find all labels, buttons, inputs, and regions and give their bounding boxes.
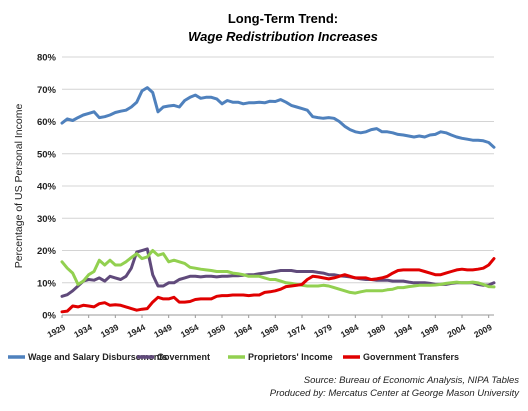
chart-subtitle: Wage Redistribution Increases — [188, 29, 378, 44]
legend-label: Government Transfers — [363, 352, 459, 362]
x-tick-label: 1954 — [179, 322, 201, 340]
x-tick-label: 1964 — [232, 322, 254, 340]
y-tick-label: 40% — [37, 182, 57, 193]
series-line-3 — [60, 257, 496, 314]
legend-label: Proprietors' Income — [248, 352, 333, 362]
y-tick-label: 30% — [37, 214, 57, 225]
x-tick-label: 1949 — [152, 322, 174, 340]
gridlines — [62, 56, 494, 316]
x-tick-label: 1959 — [206, 322, 228, 340]
source-note: Source: Bureau of Economic Analysis, NIP… — [304, 375, 520, 386]
x-tick-label: 1989 — [366, 322, 388, 340]
y-tick-label: 80% — [37, 53, 57, 64]
x-tick-label: 1979 — [312, 322, 334, 340]
x-tick-label: 1934 — [72, 322, 94, 340]
series-line-2 — [60, 249, 496, 295]
y-tick-labels: 0% 10% 20% 30% 40% 50% 60% 70% 80% — [37, 53, 57, 322]
series-line-0 — [60, 86, 496, 149]
x-tick-labels: 1929 1934 1939 1944 1949 1954 1959 1964 1969 1974… — [46, 315, 494, 340]
x-tick-label: 1939 — [99, 322, 121, 340]
x-tick-label: 2009 — [472, 322, 494, 340]
y-tick-label: 50% — [37, 149, 57, 160]
y-tick-label: 10% — [37, 278, 57, 289]
x-tick-label: 1969 — [259, 322, 281, 340]
x-tick-label: 1994 — [392, 322, 414, 340]
x-tick-label: 2004 — [446, 322, 468, 340]
x-tick-label: 1999 — [419, 322, 441, 340]
x-tick-label: 1929 — [46, 322, 68, 340]
y-tick-label: 0% — [42, 311, 56, 322]
y-tick-label: 60% — [37, 117, 57, 128]
producer-note: Produced by: Mercatus Center at George M… — [270, 388, 520, 399]
legend-label: Wage and Salary Disbursements — [28, 352, 167, 362]
y-tick-label: 70% — [37, 85, 57, 96]
x-tick-label: 1974 — [286, 322, 308, 340]
series-line-1 — [60, 247, 496, 298]
y-axis-label: Percentage of US Personal Income — [13, 104, 25, 269]
x-tick-label: 1944 — [126, 322, 148, 340]
x-tick-label: 1984 — [339, 322, 361, 340]
chart-title: Long-Term Trend: — [228, 11, 338, 26]
series-lines — [60, 86, 496, 314]
legend-label: Government — [157, 352, 210, 362]
y-tick-label: 20% — [37, 246, 57, 257]
